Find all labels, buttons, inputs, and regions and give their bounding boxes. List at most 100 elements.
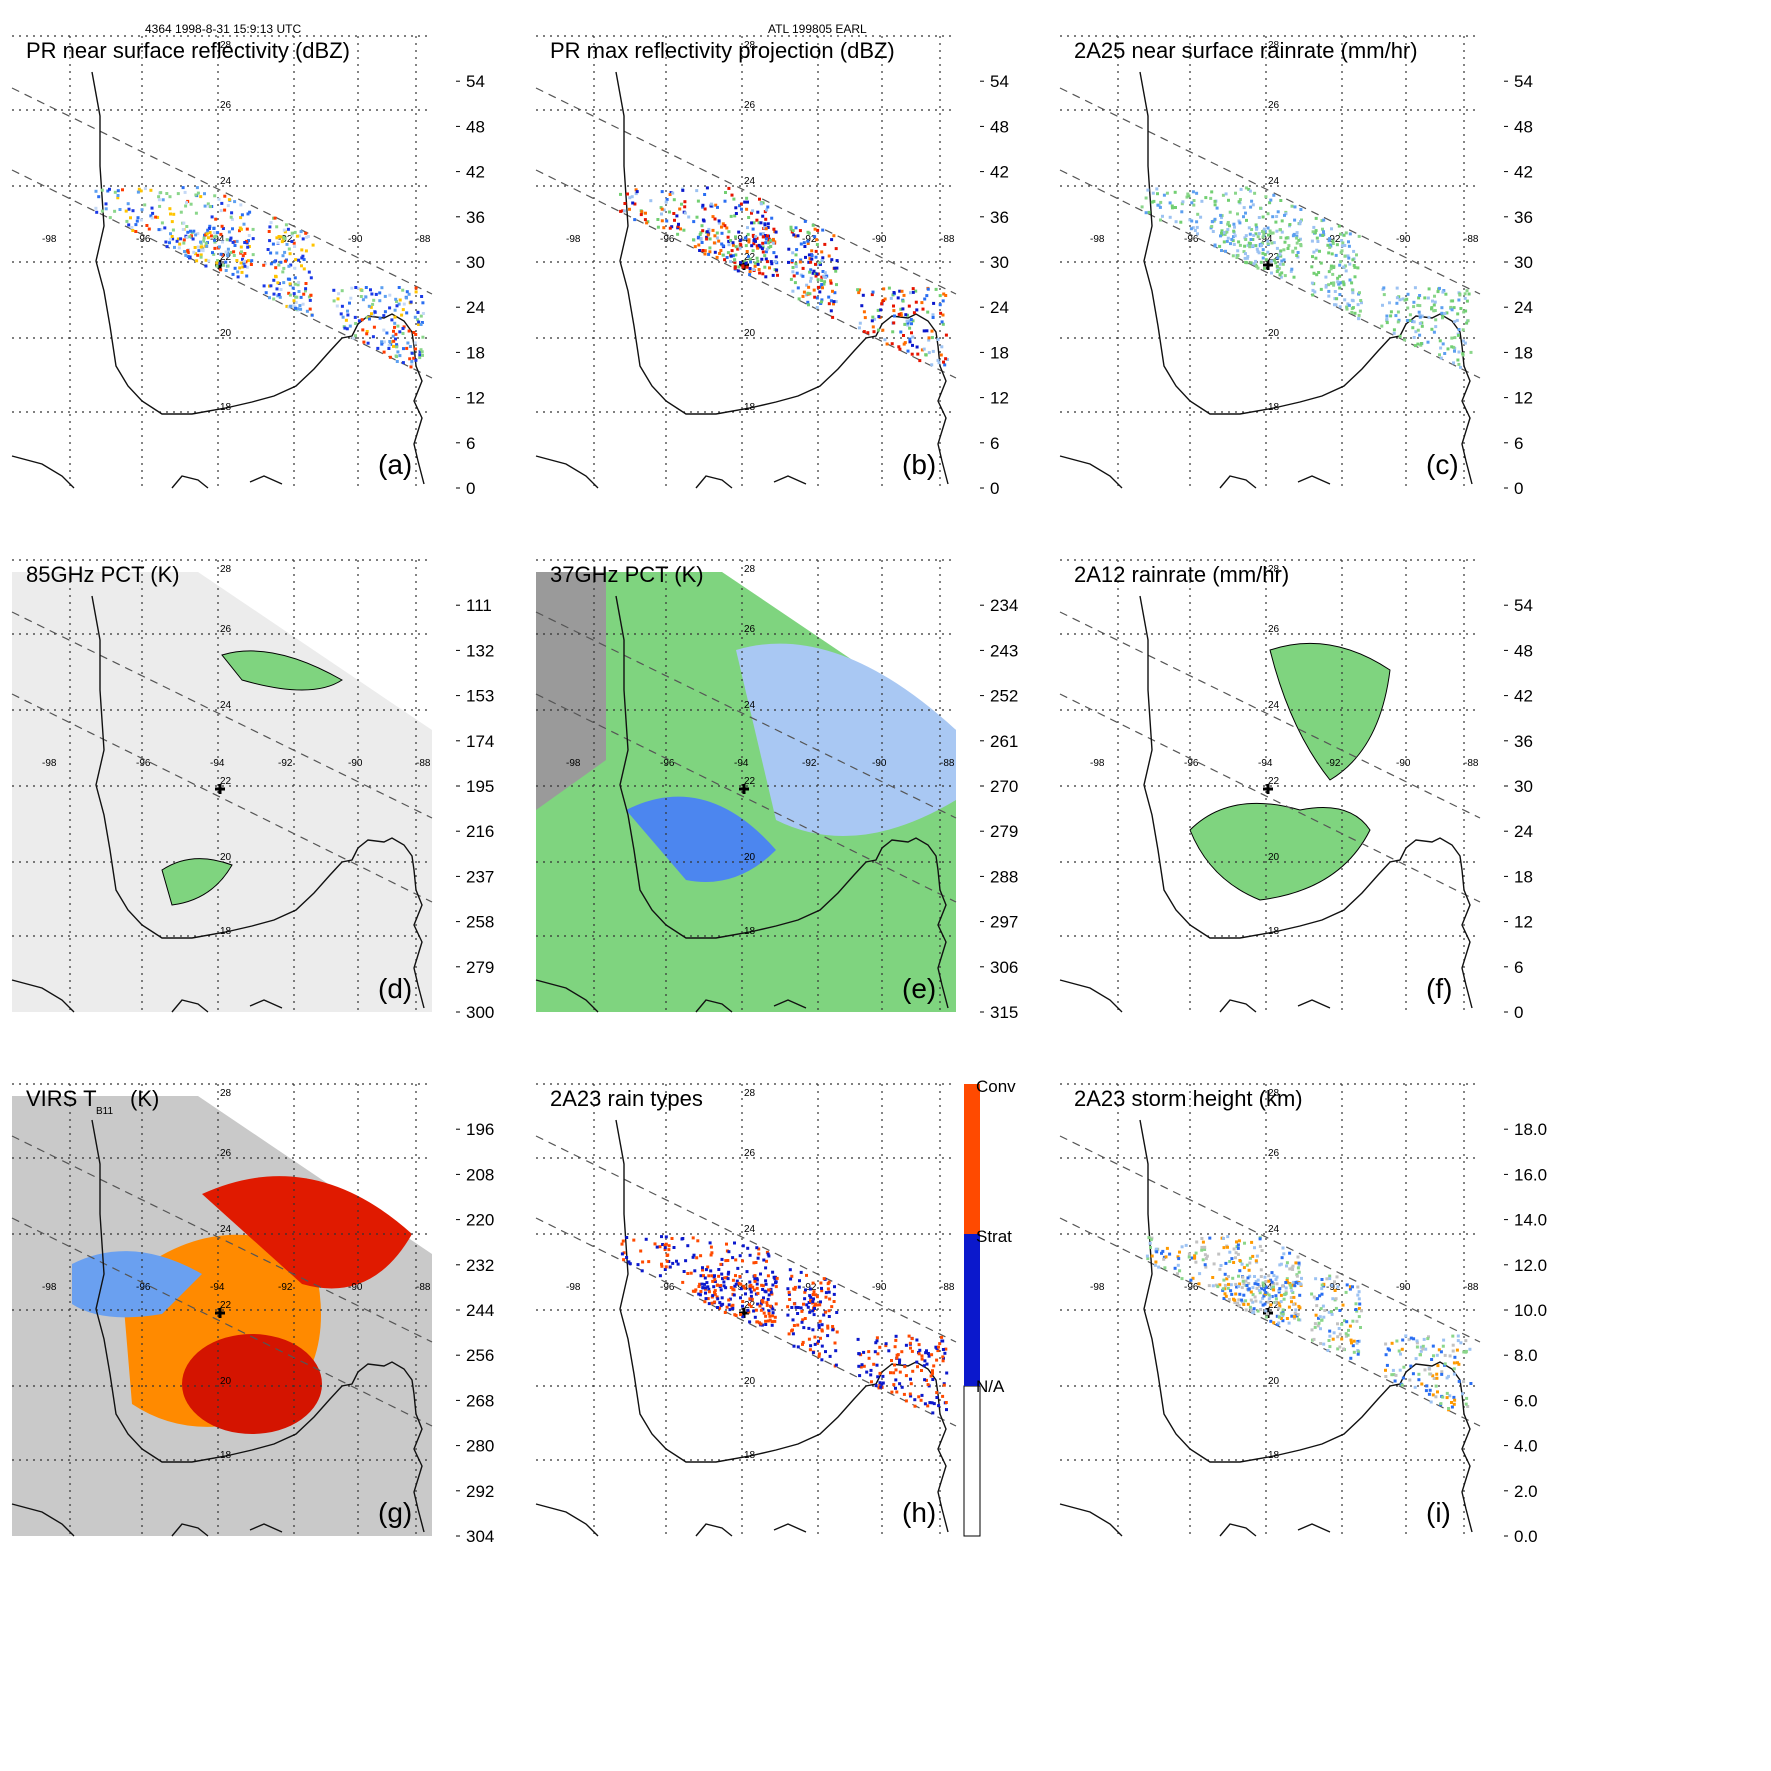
- colorbar-label: 4.0: [1514, 1437, 1538, 1456]
- radar-pixel: [773, 1277, 777, 1281]
- radar-pixel: [909, 318, 913, 321]
- radar-pixel: [1328, 1329, 1332, 1333]
- radar-pixel: [809, 1344, 813, 1348]
- radar-pixel: [1259, 1275, 1263, 1278]
- radar-pixel: [272, 278, 276, 282]
- radar-pixel: [1283, 1292, 1287, 1296]
- radar-pixel: [1440, 306, 1444, 310]
- radar-pixel: [698, 249, 702, 252]
- radar-pixel: [1297, 1261, 1301, 1265]
- radar-pixel: [748, 1287, 752, 1291]
- radar-pixel: [941, 313, 945, 317]
- radar-pixel: [815, 238, 819, 242]
- radar-pixel: [745, 265, 749, 269]
- radar-pixel: [1436, 1364, 1440, 1368]
- panel-title-units: (K): [130, 1086, 159, 1111]
- radar-pixel: [390, 318, 394, 322]
- radar-pixel: [884, 1344, 888, 1348]
- radar-pixel: [419, 323, 423, 326]
- radar-pixel: [1203, 1263, 1207, 1267]
- radar-pixel: [1292, 275, 1296, 279]
- radar-pixel: [143, 203, 147, 207]
- radar-pixel: [100, 188, 104, 192]
- radar-pixel: [717, 1268, 721, 1271]
- radar-pixel: [1354, 1308, 1358, 1311]
- radar-pixel: [1279, 199, 1283, 202]
- radar-pixel: [1140, 205, 1144, 209]
- radar-pixel: [149, 188, 153, 192]
- radar-pixel: [1235, 1245, 1239, 1249]
- colorbar-label: 48: [1514, 641, 1533, 660]
- radar-pixel: [1338, 1345, 1342, 1349]
- radar-pixel: [1195, 225, 1199, 229]
- radar-pixel: [820, 300, 823, 304]
- radar-pixel: [1409, 1364, 1413, 1368]
- radar-pixel: [733, 258, 737, 262]
- radar-pixel: [192, 229, 196, 233]
- radar-pixel: [382, 314, 386, 318]
- radar-pixel: [1272, 1285, 1275, 1289]
- radar-pixel: [713, 217, 717, 221]
- radar-pixel: [817, 1326, 821, 1329]
- radar-pixel: [1438, 286, 1441, 290]
- radar-pixel: [1345, 1283, 1349, 1287]
- radar-pixel: [718, 1301, 722, 1305]
- radar-pixel: [299, 230, 303, 234]
- radar-pixel: [412, 356, 416, 360]
- radar-pixel: [750, 211, 753, 215]
- radar-pixel: [713, 234, 717, 238]
- radar-pixel: [1395, 296, 1399, 300]
- radar-pixel: [767, 241, 771, 245]
- radar-pixel: [1153, 1263, 1157, 1267]
- radar-pixel: [190, 231, 194, 234]
- radar-pixel: [1357, 1350, 1361, 1354]
- radar-pixel: [761, 272, 765, 276]
- radar-pixel: [349, 296, 353, 300]
- radar-pixel: [1461, 352, 1465, 356]
- colorbar-label: 111: [466, 596, 492, 615]
- radar-pixel: [1327, 251, 1331, 255]
- radar-pixel: [1336, 280, 1340, 284]
- radar-pixel: [867, 1350, 871, 1354]
- radar-pixel: [1352, 1339, 1356, 1343]
- radar-pixel: [758, 271, 762, 275]
- radar-pixel: [1322, 1282, 1326, 1286]
- radar-pixel: [925, 1378, 928, 1382]
- radar-pixel: [643, 218, 647, 222]
- radar-pixel: [1260, 243, 1263, 247]
- radar-pixel: [1409, 1336, 1413, 1340]
- radar-pixel: [752, 1309, 756, 1313]
- radar-pixel: [1318, 249, 1321, 253]
- radar-pixel: [856, 1337, 860, 1341]
- radar-pixel: [721, 222, 725, 226]
- radar-pixel: [335, 304, 339, 308]
- radar-pixel: [748, 273, 752, 277]
- radar-pixel: [1285, 1317, 1289, 1320]
- radar-pixel: [732, 197, 736, 201]
- lon-tick-label: -98: [566, 758, 581, 769]
- radar-pixel: [729, 254, 733, 258]
- radar-pixel: [394, 332, 398, 336]
- radar-pixel: [287, 264, 291, 268]
- panel-title: PR max reflectivity projection (dBZ): [550, 38, 895, 63]
- radar-pixel: [622, 209, 626, 213]
- radar-pixel: [136, 190, 140, 194]
- radar-pixel: [240, 270, 244, 274]
- radar-pixel: [906, 313, 909, 317]
- radar-pixel: [244, 239, 248, 243]
- radar-pixel: [743, 259, 747, 263]
- radar-pixel: [1413, 344, 1417, 348]
- radar-pixel: [1432, 309, 1436, 313]
- radar-pixel: [272, 260, 276, 264]
- radar-pixel: [1222, 1237, 1225, 1240]
- radar-pixel: [1452, 1367, 1456, 1371]
- radar-pixel: [808, 1294, 812, 1298]
- radar-pixel: [935, 1391, 939, 1395]
- radar-pixel: [773, 1315, 777, 1319]
- radar-pixel: [1272, 193, 1276, 197]
- radar-pixel: [1249, 1290, 1253, 1294]
- swath-edge-line: [1059, 1135, 1481, 1343]
- radar-pixel: [212, 231, 216, 235]
- radar-pixel: [1259, 1300, 1263, 1304]
- radar-pixel: [1350, 1341, 1353, 1345]
